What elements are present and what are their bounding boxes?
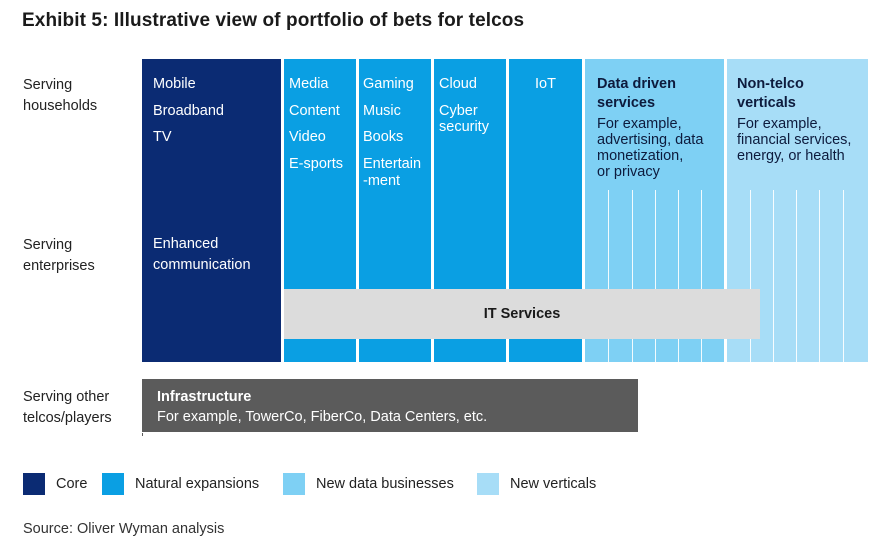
row-label-others: Serving other telcos/players xyxy=(23,387,138,429)
core-item: Mobile xyxy=(153,76,196,92)
stripe xyxy=(655,190,656,362)
core-block xyxy=(142,59,281,362)
stripe xyxy=(750,190,751,362)
natural-item: Media xyxy=(289,76,329,92)
heading-line: Data driven xyxy=(597,76,676,92)
data-driven-body: For example, advertising, data monetizat… xyxy=(597,116,703,180)
natural-item: -ment xyxy=(363,173,401,189)
core-enterprise: Enhanced communication xyxy=(153,234,251,276)
legend-label: New verticals xyxy=(510,476,597,492)
body-line: monetization, xyxy=(597,148,684,164)
row-label-line: Serving other xyxy=(23,389,110,405)
heading-line: verticals xyxy=(737,95,796,111)
row-label-line: enterprises xyxy=(23,258,95,274)
source-note: Source: Oliver Wyman analysis xyxy=(23,521,225,537)
natural-item: E-sports xyxy=(289,155,343,172)
body-line: or privacy xyxy=(597,164,660,180)
stripe xyxy=(632,190,633,362)
row-label-enterprises: Serving enterprises xyxy=(23,235,138,277)
body-line: financial services, xyxy=(737,132,852,148)
data-driven-heading: Data driven services xyxy=(597,75,676,113)
stripe xyxy=(843,190,844,362)
natural-item: Content xyxy=(289,102,340,119)
row-label-line: households xyxy=(23,98,98,114)
core-item: TV xyxy=(153,129,172,145)
stripe xyxy=(773,190,774,362)
natural-item: Cyber xyxy=(439,102,478,119)
legend-swatch xyxy=(102,473,124,495)
natural-item: Video xyxy=(289,129,326,145)
core-enterprise-line: communication xyxy=(153,257,251,273)
heading-line: services xyxy=(597,95,656,111)
stripe xyxy=(608,190,609,362)
row-label-line: telcos/players xyxy=(23,410,112,426)
body-line: energy, or health xyxy=(737,148,845,164)
natural-item: Music xyxy=(363,102,401,119)
row-label-line: Serving xyxy=(23,77,73,93)
infrastructure-heading: Infrastructure xyxy=(157,389,252,405)
legend-swatch xyxy=(23,473,45,495)
non-telco-heading: Non-telco verticals xyxy=(737,75,804,113)
body-line: For example, xyxy=(597,116,682,132)
core-enterprise-line: Enhanced xyxy=(153,236,219,252)
legend-item-core: Core xyxy=(23,473,87,495)
natural-item: Cloud xyxy=(439,76,477,92)
non-telco-body: For example, financial services, energy,… xyxy=(737,116,851,164)
core-item: Broadband xyxy=(153,102,224,119)
legend-item-natural: Natural expansions xyxy=(102,473,259,495)
natural-item: Gaming xyxy=(363,76,414,92)
page-title: Exhibit 5: Illustrative view of portfoli… xyxy=(22,10,525,31)
infrastructure-bar: Infrastructure For example, TowerCo, Fib… xyxy=(142,379,638,432)
infrastructure-tick xyxy=(142,433,143,436)
natural-cloud-items: Cloud Cyber security xyxy=(439,71,489,135)
it-services-bar: IT Services xyxy=(284,289,760,339)
legend-item-new-verticals: New verticals xyxy=(477,473,596,495)
row-label-line: Serving xyxy=(23,237,73,253)
legend-label: Core xyxy=(56,476,88,492)
infrastructure-body: For example, TowerCo, FiberCo, Data Cent… xyxy=(157,409,488,425)
natural-item: Entertain xyxy=(363,155,422,172)
natural-item: security xyxy=(439,118,489,135)
stripe xyxy=(701,190,702,362)
natural-iot-item: IoT xyxy=(535,76,556,92)
stripe xyxy=(819,190,820,362)
stripe xyxy=(796,190,797,362)
legend-swatch xyxy=(477,473,499,495)
row-label-households: Serving households xyxy=(23,75,138,117)
natural-item: Books xyxy=(363,129,404,145)
body-line: advertising, data xyxy=(597,132,704,148)
legend-item-new-data: New data businesses xyxy=(283,473,454,495)
natural-gaming-items: Gaming Music Books Entertain -ment xyxy=(363,71,421,195)
natural-media-items: Media Content Video E-sports xyxy=(289,71,343,177)
legend-label: Natural expansions xyxy=(135,476,260,492)
heading-line: Non-telco xyxy=(737,76,804,92)
core-items: Mobile Broadband TV xyxy=(153,71,224,151)
legend-label: New data businesses xyxy=(316,476,454,492)
body-line: For example, xyxy=(737,116,822,132)
stripe xyxy=(678,190,679,362)
legend-swatch xyxy=(283,473,305,495)
